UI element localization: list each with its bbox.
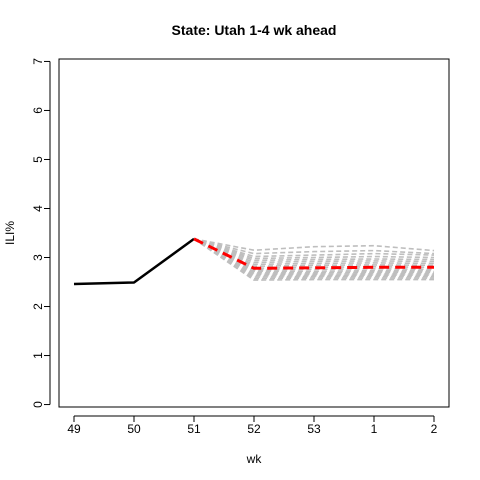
ensemble-line: [193, 238, 435, 252]
x-tick-label: 50: [127, 422, 141, 436]
ensemble-line: [193, 238, 435, 258]
ensemble-line: [193, 238, 435, 268]
x-tick-label: 52: [247, 422, 261, 436]
ensemble-line: [193, 238, 435, 271]
y-tick-label: 1: [31, 352, 45, 359]
ensemble-line: [193, 238, 434, 276]
y-tick-label: 2: [31, 303, 45, 310]
series-lines: [73, 237, 434, 286]
x-tick-label: 2: [431, 422, 438, 436]
ensemble-line: [193, 238, 434, 273]
x-tick-label: 51: [187, 422, 201, 436]
ensemble-lines: [193, 238, 435, 281]
y-axis: 0 1 2 3 4 5 6 7: [31, 58, 51, 408]
x-tick-label: 49: [67, 422, 81, 436]
observed-line: [73, 237, 195, 286]
ensemble-line: [193, 238, 434, 281]
x-axis-label: wk: [246, 452, 263, 466]
ensemble-line: [193, 238, 435, 255]
ensemble-line: [193, 238, 435, 266]
ensemble-line: [193, 238, 435, 264]
ensemble-line: [193, 238, 434, 280]
y-tick-label: 7: [31, 58, 45, 65]
y-tick-label: 0: [31, 401, 45, 408]
y-axis-label: ILI%: [3, 221, 17, 245]
y-tick-label: 4: [31, 205, 45, 212]
y-tick-label: 6: [31, 107, 45, 114]
x-tick-label: 1: [371, 422, 378, 436]
ensemble-line: [193, 238, 435, 262]
ensemble-line: [193, 238, 434, 274]
x-tick-label: 53: [307, 422, 321, 436]
ensemble-line: [193, 238, 435, 260]
chart-title: State: Utah 1-4 wk ahead: [172, 22, 337, 38]
ensemble-line: [193, 238, 434, 278]
ensemble-line: [193, 238, 434, 277]
y-tick-label: 5: [31, 156, 45, 163]
y-tick-label: 3: [31, 254, 45, 261]
ensemble-line: [193, 238, 435, 270]
x-axis: 49 50 51 52 53 1 2: [67, 415, 438, 436]
plot-frame: [58, 58, 450, 408]
